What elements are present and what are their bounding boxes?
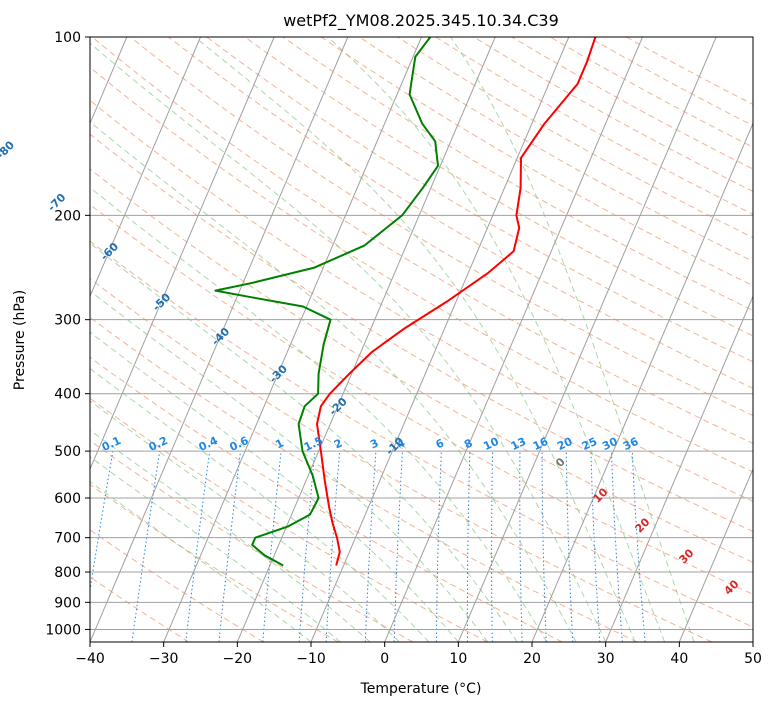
moist-adiabat — [90, 121, 577, 642]
x-tick-label: 0 — [380, 651, 389, 667]
dry-adiabat — [90, 356, 563, 642]
moist-adiabat — [450, 37, 695, 642]
mixing-ratio-line — [90, 451, 114, 594]
dry-adiabat — [130, 37, 753, 417]
isotherm — [384, 37, 643, 642]
x-tick-label: 40 — [670, 651, 688, 667]
dry-adiabat — [90, 168, 753, 563]
y-axis-label: Pressure (hPa) — [12, 290, 28, 390]
dry-adiabat — [90, 66, 753, 473]
mixing-ratio-label: 13 — [509, 435, 528, 453]
moist-adiabat — [194, 37, 636, 642]
dewpoint-line — [214, 37, 439, 567]
moist-adiabat — [90, 456, 341, 642]
isotherm — [90, 37, 201, 298]
mixing-ratio-line — [131, 451, 161, 642]
x-tick-label: 10 — [449, 651, 467, 667]
plot-frame — [89, 36, 754, 643]
y-tick-label: 700 — [54, 531, 81, 547]
y-tick-label: 600 — [54, 491, 81, 507]
isotherm — [605, 295, 753, 642]
x-tick-label: −10 — [296, 651, 326, 667]
isotherm — [678, 467, 753, 642]
isotherm — [310, 37, 570, 642]
y-tick-label: 500 — [54, 444, 81, 460]
x-tick-label: 50 — [744, 651, 762, 667]
mixing-ratio-label: 10 — [481, 435, 501, 453]
isotherm — [90, 37, 349, 642]
dry-adiabat — [90, 316, 638, 642]
chart-title: wetPf2_YM08.2025.345.10.34.C39 — [283, 11, 559, 31]
dry-adiabat — [206, 37, 753, 363]
mixing-ratio-label: 20 — [555, 435, 575, 453]
x-tick-label: −20 — [223, 651, 253, 667]
moist-adiabat — [90, 290, 489, 642]
mixing-ratio-label: 16 — [531, 435, 551, 453]
mixing-ratio-label: 25 — [580, 435, 599, 453]
axes: −40 −30 −20 −10 0 10 20 30 40 50 100 200 300 400 500 60… — [45, 30, 762, 667]
mixing-ratio-line — [218, 451, 241, 642]
moist-adiabat — [90, 331, 459, 642]
dry-adiabat — [90, 240, 753, 628]
y-tick-label: 200 — [54, 208, 81, 224]
mixing-ratio-label: 36 — [621, 435, 641, 453]
dry-adiabat — [90, 440, 414, 642]
moist-adiabat — [327, 37, 666, 642]
isotherm — [457, 37, 717, 642]
isotherm — [163, 37, 422, 642]
isotherm — [236, 37, 496, 642]
moist-adiabat — [90, 42, 607, 642]
y-tick-label: 300 — [54, 313, 81, 329]
background-lines — [90, 37, 753, 642]
y-tick-label: 100 — [54, 30, 81, 46]
dry-adiabat — [168, 37, 753, 389]
moist-adiabat — [90, 367, 430, 642]
moist-adiabat — [90, 429, 371, 642]
x-tick-label: −40 — [75, 651, 105, 667]
dry-adiabat — [90, 203, 753, 595]
temperature-line — [316, 37, 597, 566]
isotherm — [531, 122, 753, 642]
mixing-ratio-label: 30 — [600, 435, 620, 453]
y-tick-label: 1000 — [45, 622, 81, 638]
dry-adiabat — [90, 133, 753, 533]
x-tick-label: 30 — [597, 651, 615, 667]
moist-adiabat — [90, 242, 518, 642]
x-tick-label: −30 — [149, 651, 179, 667]
y-tick-label: 900 — [54, 595, 81, 611]
x-tick-label: 20 — [523, 651, 541, 667]
y-tick-label: 800 — [54, 565, 81, 581]
moist-adiabat — [90, 400, 400, 642]
mixing-ratio-line — [185, 451, 211, 642]
y-tick-label: 400 — [54, 387, 81, 403]
isotherm — [90, 37, 275, 471]
profile-series — [214, 37, 597, 567]
x-axis-label: Temperature (°C) — [360, 681, 482, 697]
dry-adiabat — [91, 37, 753, 444]
